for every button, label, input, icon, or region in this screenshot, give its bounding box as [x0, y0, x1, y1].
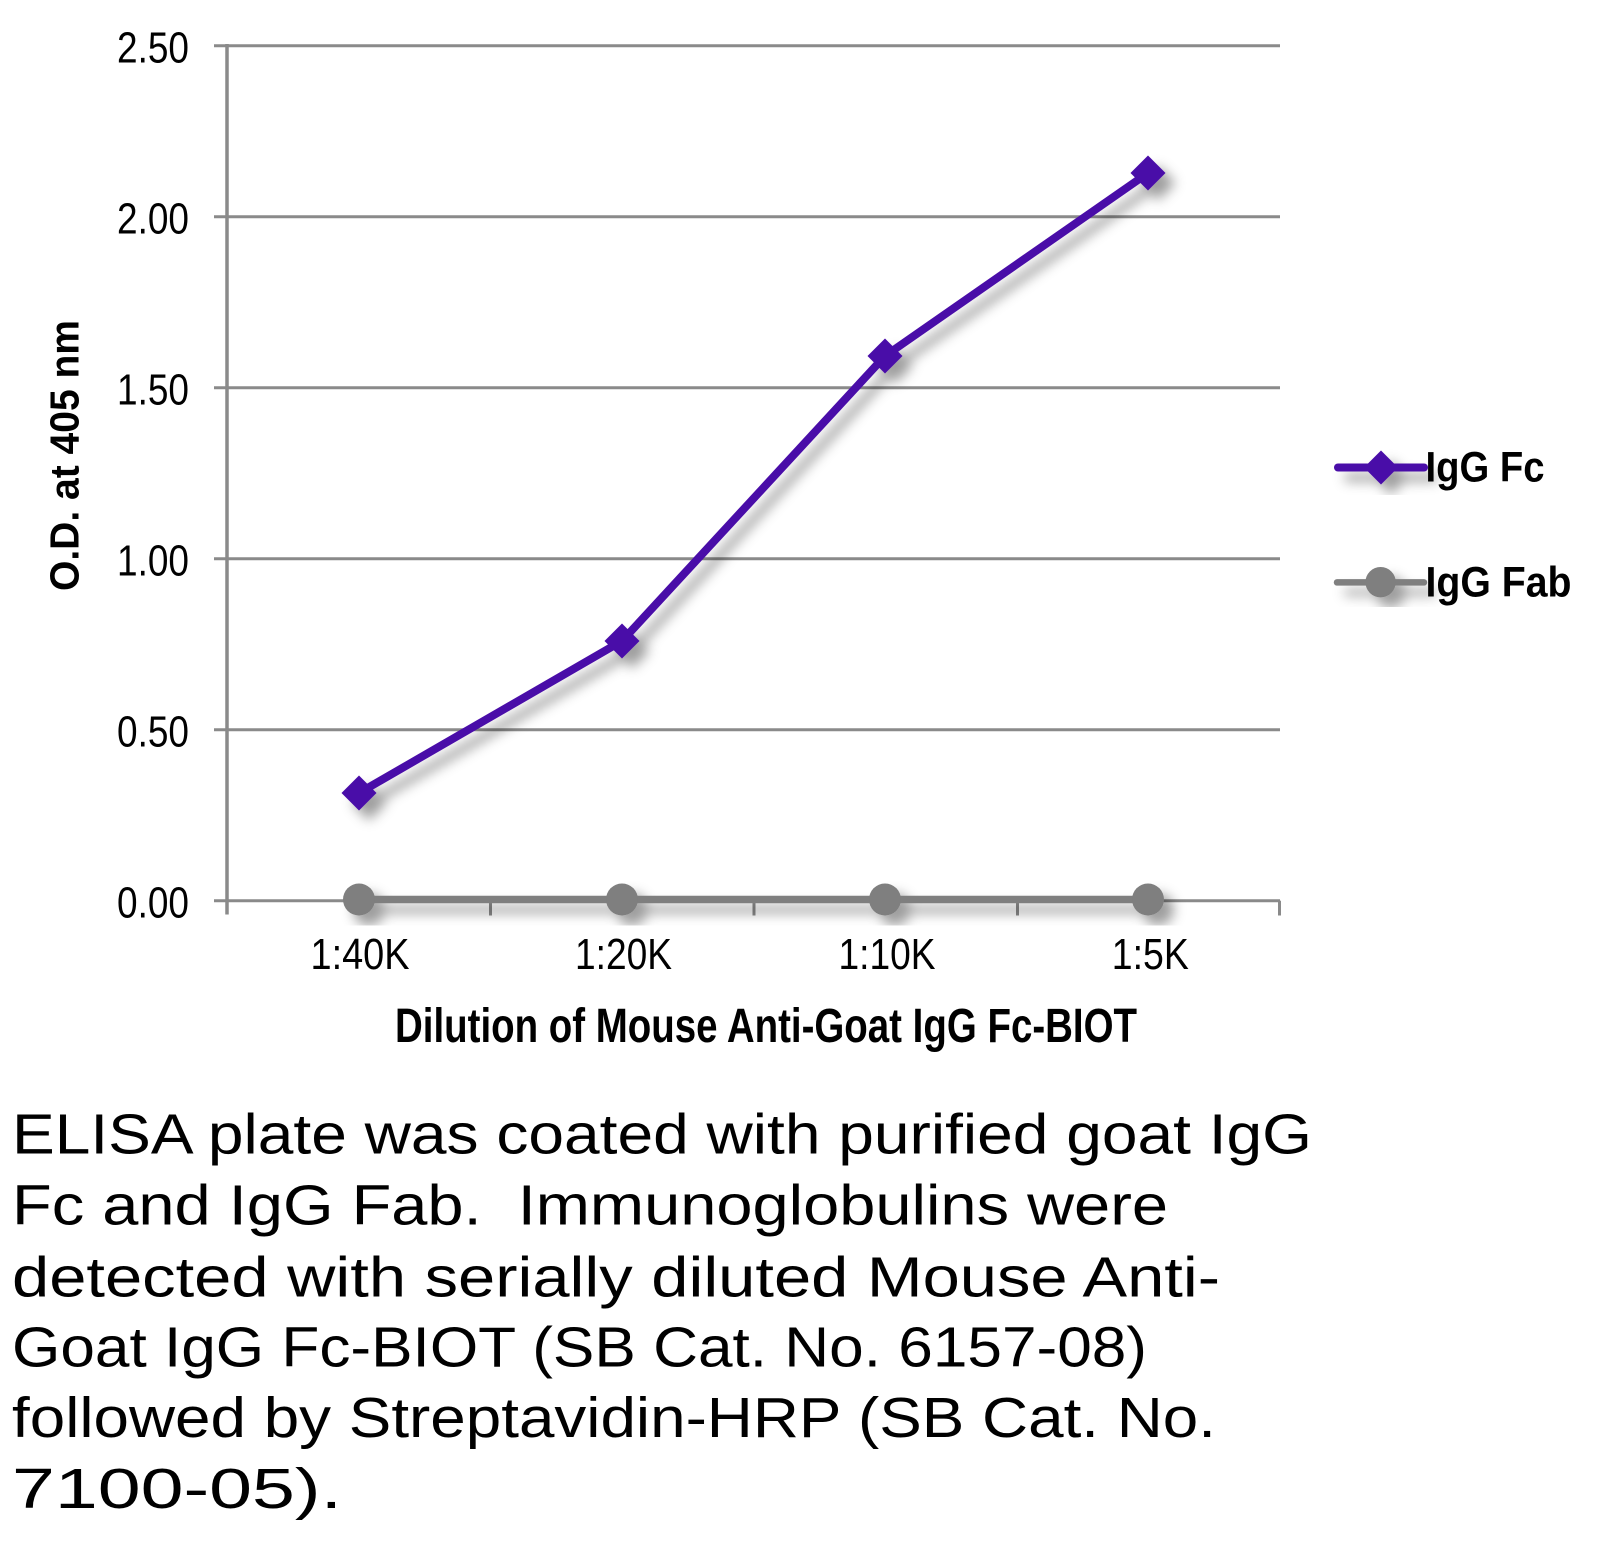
svg-text:ELISA plate was coated with pu: ELISA plate was coated with purified goa…	[12, 1103, 1312, 1167]
svg-text:2.50: 2.50	[117, 25, 189, 73]
svg-text:0.50: 0.50	[117, 709, 189, 757]
svg-text:Goat IgG Fc-BIOT (SB Cat. No.: Goat IgG Fc-BIOT (SB Cat. No. 6157-08)	[12, 1316, 1147, 1380]
svg-text:IgG Fab: IgG Fab	[1426, 558, 1572, 606]
svg-text:Fc and IgG Fab. Immunoglobuli: Fc and IgG Fab. Immunoglobulins were	[12, 1174, 1168, 1238]
svg-text:1.00: 1.00	[117, 538, 189, 586]
svg-text:1:40K: 1:40K	[311, 931, 410, 979]
svg-text:Dilution of Mouse Anti-Goat Ig: Dilution of Mouse Anti-Goat IgG Fc-BIOT	[395, 1000, 1137, 1053]
svg-text:IgG Fc: IgG Fc	[1426, 444, 1545, 492]
svg-text:detected with serially diluted: detected with serially diluted Mouse Ant…	[12, 1246, 1220, 1310]
svg-text:1:5K: 1:5K	[1112, 931, 1189, 979]
svg-text:O.D. at 405 nm: O.D. at 405 nm	[42, 320, 88, 591]
svg-text:0.00: 0.00	[117, 880, 189, 928]
svg-text:1:20K: 1:20K	[575, 931, 672, 979]
svg-text:1:10K: 1:10K	[839, 931, 936, 979]
svg-text:2.00: 2.00	[117, 196, 189, 244]
svg-text:7100-05).: 7100-05).	[12, 1457, 342, 1521]
svg-text:followed by Streptavidin-HRP (: followed by Streptavidin-HRP (SB Cat. No…	[12, 1386, 1216, 1450]
svg-text:1.50: 1.50	[117, 367, 189, 415]
